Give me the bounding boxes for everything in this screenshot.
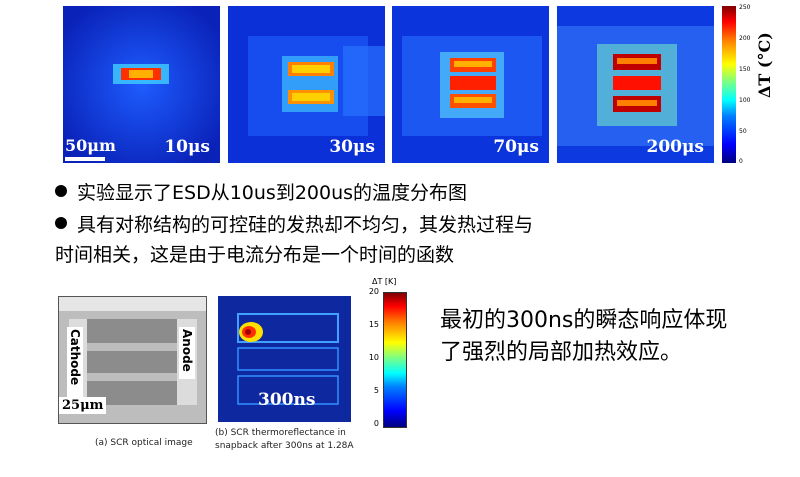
scale-bar-label: 50μm: [65, 136, 116, 155]
bullet-2-continued: 时间相关，这是由于电流分布是一个时间的函数: [55, 240, 454, 267]
scr-thermo-image: 300ns: [218, 296, 351, 422]
colorbar-tick: 250: [739, 4, 750, 11]
thermo-time-label: 300ns: [258, 390, 315, 410]
right-text-line2: 了强烈的局部加热效应。: [440, 334, 682, 366]
anode-label: Anode: [180, 329, 194, 372]
thermal-image-200us: 200μs: [557, 6, 714, 163]
bullet-1: 实验显示了ESD从10us到200us的温度分布图: [55, 178, 467, 205]
right-text-line1: 最初的300ns的瞬态响应体现: [440, 302, 727, 334]
thermal-image-30us: 30μs: [228, 6, 385, 163]
time-label: 30μs: [329, 137, 375, 157]
optical-scale-label: 25μm: [59, 397, 106, 414]
cathode-label-box: Cathode: [67, 327, 83, 397]
colorbar-tick: 20: [365, 287, 379, 296]
time-label: 200μs: [647, 137, 705, 157]
thermo-caption-line2: snapback after 300ns at 1.28A: [215, 441, 354, 451]
thermo-caption-line1: (b) SCR thermoreflectance in: [215, 428, 346, 438]
colorbar-top: [722, 6, 736, 163]
bullet-2: 具有对称结构的可控硅的发热却不均匀，其发热过程与: [55, 210, 533, 237]
time-label: 70μs: [493, 137, 539, 157]
colorbar-tick: 0: [365, 419, 379, 428]
colorbar-tick: 15: [365, 320, 379, 329]
colorbar-bottom: [383, 292, 407, 428]
colorbar-top-label: ΔT (°C): [755, 32, 774, 98]
thermal-image-10us: 50μm 10μs: [63, 6, 220, 163]
colorbar-tick: 150: [739, 66, 750, 73]
colorbar-tick: 100: [739, 97, 750, 104]
cathode-label: Cathode: [68, 329, 82, 385]
colorbar-tick: 10: [365, 353, 379, 362]
colorbar-tick: 5: [365, 386, 379, 395]
colorbar-tick: 0: [739, 158, 743, 165]
scale-bar: [65, 157, 105, 161]
thermal-image-70us: 70μs: [392, 6, 549, 163]
optical-caption: (a) SCR optical image: [95, 438, 193, 448]
bullet-dot: [55, 217, 67, 229]
scr-optical-image: Cathode Anode 25μm: [58, 296, 207, 424]
colorbar-tick: 200: [739, 35, 750, 42]
colorbar-tick: 50: [739, 128, 747, 135]
anode-label-box: Anode: [179, 327, 195, 379]
colorbar-bottom-label: ΔT [K]: [372, 277, 396, 286]
bullet-dot: [55, 185, 67, 197]
time-label: 10μs: [164, 137, 210, 157]
